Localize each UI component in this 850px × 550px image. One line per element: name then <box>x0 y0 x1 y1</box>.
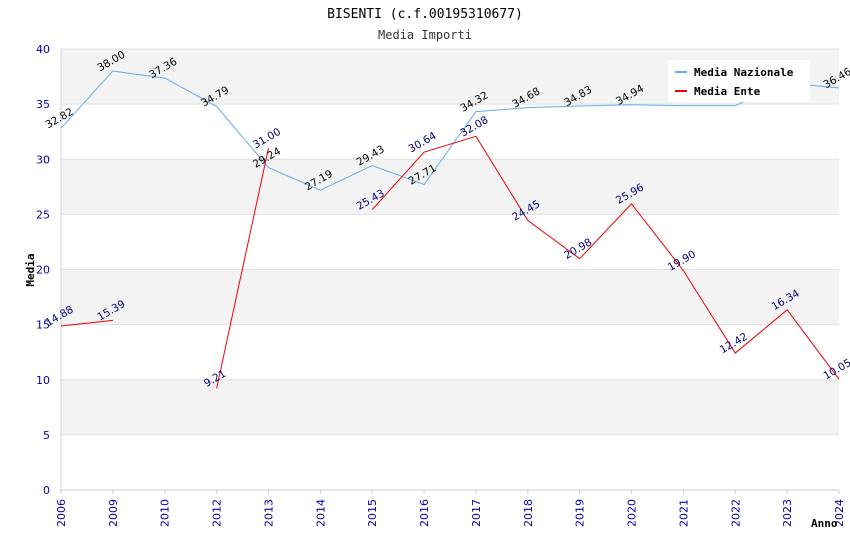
x-tick-label: 2014 <box>314 499 327 527</box>
legend-box <box>668 60 810 102</box>
grid-bands <box>61 48 839 491</box>
legend-entry: Media Ente <box>694 85 761 98</box>
grid-band <box>61 379 839 435</box>
grid-band <box>61 214 839 270</box>
y-tick-label: 5 <box>43 429 50 442</box>
x-tick-label: 2006 <box>55 499 68 527</box>
chart-title: BISENTI (c.f.00195310677) <box>327 7 523 22</box>
grid-band <box>61 159 839 215</box>
legend-entry: Media Nazionale <box>694 66 794 79</box>
x-tick-label: 2024 <box>833 499 846 527</box>
x-tick-label: 2012 <box>211 499 224 527</box>
x-tick-label: 2019 <box>574 499 587 527</box>
x-axis-label: Anno <box>811 517 838 530</box>
x-tick-label: 2016 <box>418 499 431 527</box>
y-tick-label: 10 <box>36 374 50 387</box>
chart-subtitle: Media Importi <box>378 28 472 42</box>
legend: Media Nazionale Media Ente <box>668 60 810 102</box>
x-tick-label: 2021 <box>677 499 690 527</box>
y-tick-label: 25 <box>36 208 50 221</box>
series-line-media-ente <box>216 148 269 389</box>
x-tick-label: 2015 <box>366 499 379 527</box>
x-tick-label: 2013 <box>262 499 275 527</box>
grid-band <box>61 324 839 380</box>
y-tick-label: 35 <box>36 98 50 111</box>
x-tick-label: 2009 <box>107 499 120 527</box>
y-axis-label: Media <box>24 253 37 286</box>
x-tick-label: 2022 <box>729 499 742 527</box>
y-tick-label: 20 <box>36 264 50 277</box>
x-tick-label: 2020 <box>626 499 639 527</box>
axes <box>60 49 839 491</box>
grid-band <box>61 269 839 325</box>
x-axis-ticks: 2006 2009 2010 2012 2013 2014 2015 2016 2017 2018… <box>55 490 846 527</box>
series-lines <box>60 70 840 389</box>
x-tick-label: 2017 <box>470 499 483 527</box>
y-tick-label: 40 <box>36 43 50 56</box>
y-tick-label: 15 <box>36 319 50 332</box>
grid-band <box>61 434 839 490</box>
x-tick-label: 2010 <box>159 499 172 527</box>
x-tick-label: 2023 <box>781 499 794 527</box>
x-tick-label: 2018 <box>522 499 535 527</box>
series-line-media-ente <box>371 135 840 380</box>
y-tick-label: 30 <box>36 153 50 166</box>
series-line-media-nazionale <box>60 70 840 191</box>
y-tick-label: 0 <box>43 484 50 497</box>
grid-band <box>61 104 839 160</box>
y-axis-ticks: 0 5 10 15 20 25 30 35 40 <box>36 43 50 497</box>
series-line-media-ente <box>60 319 113 327</box>
